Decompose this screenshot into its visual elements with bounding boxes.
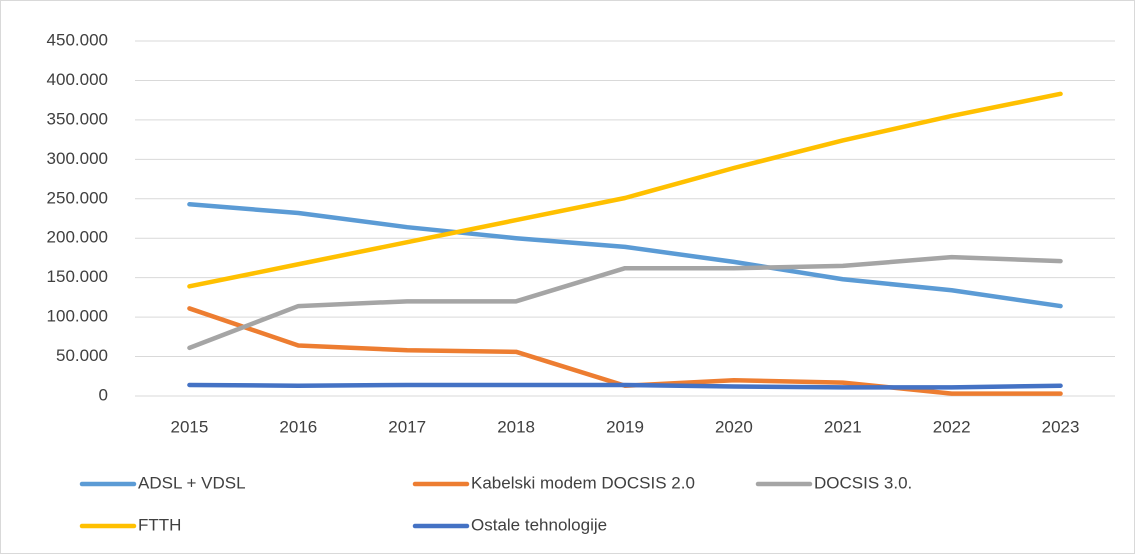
x-tick-label: 2017 [388,417,426,436]
series-line [187,91,1063,289]
series-line [187,254,1063,351]
x-tick-label: 2021 [824,417,862,436]
x-tick-label: 2015 [171,417,209,436]
x-tick-label: 2023 [1042,417,1080,436]
legend-label: ADSL + VDSL [138,473,246,492]
y-tick-label: 100.000 [47,307,108,326]
y-tick-label: 150.000 [47,267,108,286]
y-tick-label: 250.000 [47,188,108,207]
x-tick-label: 2022 [933,417,971,436]
x-tick-label: 2020 [715,417,753,436]
y-tick-label: 350.000 [47,109,108,128]
legend-label: Ostale tehnologije [471,515,607,534]
y-tick-label: 450.000 [47,30,108,49]
legend-label: FTTH [138,515,181,534]
y-tick-label: 400.000 [47,70,108,89]
x-tick-label: 2019 [606,417,644,436]
x-tick-label: 2018 [497,417,535,436]
y-tick-label: 0 [99,385,108,404]
series-line [187,202,1063,309]
y-tick-label: 200.000 [47,228,108,247]
x-tick-label: 2016 [279,417,317,436]
legend-label: Kabelski modem DOCSIS 2.0 [471,473,695,492]
y-tick-label: 50.000 [56,346,108,365]
legend-label: DOCSIS 3.0. [814,473,912,492]
series-line [187,382,1063,390]
y-tick-label: 300.000 [47,149,108,168]
